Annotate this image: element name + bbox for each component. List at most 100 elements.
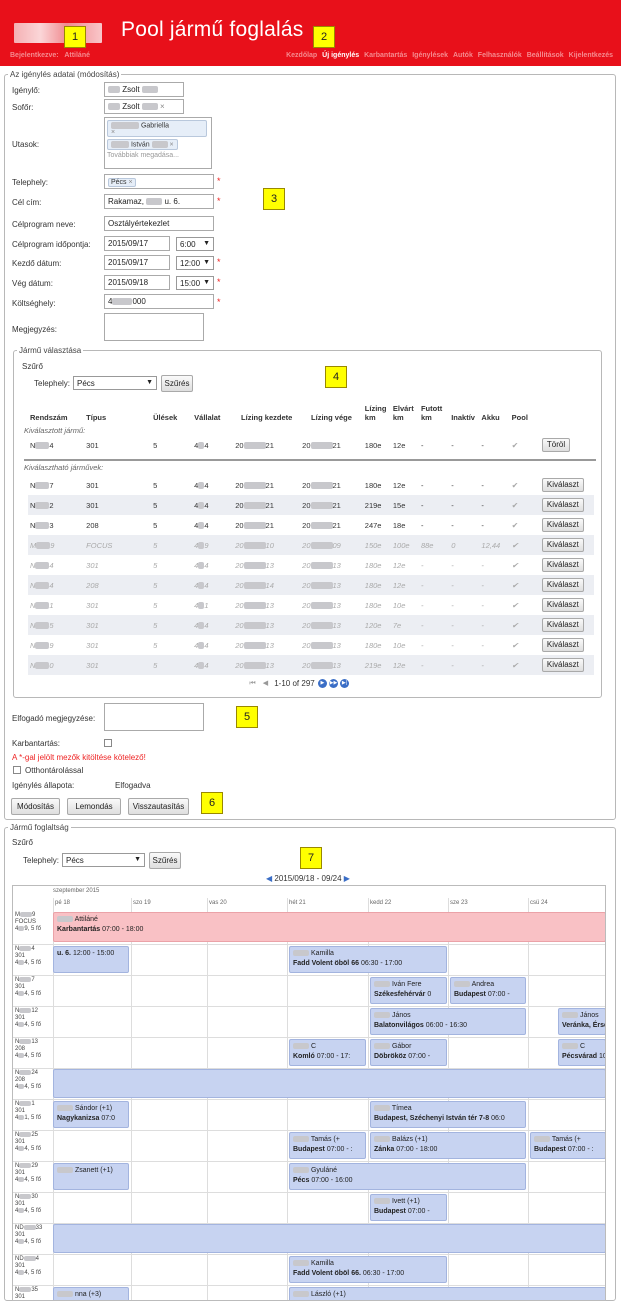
- home-storage-checkbox[interactable]: [13, 766, 21, 774]
- booking-event[interactable]: Attiláné Karbantartás 07:00 - 18:00: [53, 912, 605, 942]
- select-vehicle-button[interactable]: Kiválaszt: [541, 558, 584, 572]
- redacted: [310, 582, 333, 590]
- next-week-icon[interactable]: ▶: [343, 874, 350, 883]
- redacted: [293, 950, 309, 957]
- booking-event[interactable]: nna (+3): [53, 1287, 129, 1300]
- booking-event[interactable]: u. 6. 12:00 - 15:00: [53, 946, 129, 973]
- lease-start-suffix: 13: [265, 600, 274, 610]
- prev-week-icon[interactable]: ◀: [266, 874, 273, 883]
- booking-event[interactable]: János Veránka, Érsekcsa: [558, 1008, 605, 1035]
- remove-icon[interactable]: ×: [128, 179, 133, 186]
- booking-event[interactable]: Tamás (+ Budapest 07:00 - :: [530, 1132, 605, 1159]
- nav-settings[interactable]: Beállítások: [526, 52, 564, 59]
- select-vehicle-button[interactable]: Kiválaszt: [541, 578, 584, 592]
- lease-km: 150e: [364, 540, 382, 550]
- booking-event[interactable]: Iván Fere Székesfehérvár 0: [370, 977, 447, 1004]
- requester-field[interactable]: Zsolt: [104, 82, 184, 97]
- nav-new-request[interactable]: Új igénylés: [322, 52, 360, 59]
- note-textarea[interactable]: [104, 313, 204, 341]
- booking-event[interactable]: C Pécsvárad 10:00 -: [558, 1039, 605, 1066]
- nav-cars[interactable]: Autók: [453, 52, 473, 59]
- start-date-field[interactable]: 2015/09/17: [104, 255, 170, 270]
- selected-heading: Kiválasztott jármű:: [24, 426, 86, 435]
- vehicle-cell: 20 21: [233, 495, 301, 515]
- booking-event[interactable]: János Balatonvilágos 06:00 - 16:30: [370, 1008, 526, 1035]
- row-company: 4: [15, 1270, 19, 1277]
- modify-button[interactable]: Módosítás: [11, 798, 60, 815]
- program-field[interactable]: Osztályértekezlet: [104, 216, 214, 231]
- maintenance-checkbox[interactable]: [104, 739, 112, 747]
- select-vehicle-button[interactable]: Kiválaszt: [541, 518, 584, 532]
- remove-icon[interactable]: ×: [160, 102, 165, 111]
- select-vehicle-button[interactable]: Kiválaszt: [541, 658, 584, 672]
- booking-event[interactable]: Gábor Döbrököz 07:00 -: [370, 1039, 447, 1066]
- booking-event[interactable]: Zsanett (+1): [53, 1163, 129, 1190]
- booking-event[interactable]: C Komló 07:00 - 17:: [289, 1039, 366, 1066]
- remove-icon[interactable]: ×: [111, 129, 116, 137]
- vehicle-cell: -: [418, 575, 450, 595]
- company-suffix: 4: [204, 560, 209, 570]
- program-date-field[interactable]: 2015/09/17: [104, 236, 170, 251]
- booking-event[interactable]: Balázs (+1) Zánka 07:00 - 18:00: [370, 1132, 526, 1159]
- vehicle-site-select[interactable]: Pécs ▼: [73, 376, 157, 390]
- next-page-icon[interactable]: ▶: [317, 679, 327, 689]
- plate-suffix: 2: [49, 500, 54, 510]
- inactive: 0: [451, 540, 456, 550]
- occupancy-site-select[interactable]: Pécs ▼: [62, 853, 145, 867]
- booking-event[interactable]: Tímea Budapest, Széchenyi István tér 7-8 …: [370, 1101, 526, 1128]
- select-vehicle-button[interactable]: Töröl: [541, 438, 571, 452]
- vehicle-cell: ✔: [510, 435, 540, 455]
- end-time-select[interactable]: 15:00 ▼: [176, 276, 214, 290]
- nav-requests[interactable]: Igénylések: [412, 52, 449, 59]
- select-vehicle-button[interactable]: Kiválaszt: [541, 598, 584, 612]
- nav-users[interactable]: Felhasználók: [477, 52, 522, 59]
- vehicle-cell: 301: [84, 595, 151, 615]
- vehicle-cell: -: [479, 615, 510, 635]
- battery: -: [481, 440, 484, 450]
- select-vehicle-button[interactable]: Kiválaszt: [541, 498, 584, 512]
- reject-button[interactable]: Visszautasítás: [128, 798, 189, 815]
- dest-field[interactable]: Rakamaz, u. 6.: [104, 194, 214, 209]
- select-vehicle-button[interactable]: Kiválaszt: [541, 618, 584, 632]
- expected-km: 12e: [392, 660, 406, 670]
- booking-event[interactable]: Tamás (+ Budapest 07:00 - :: [289, 1132, 366, 1159]
- driver-field[interactable]: Zsolt ×: [104, 99, 184, 114]
- select-vehicle-button[interactable]: Kiválaszt: [541, 638, 584, 652]
- booking-event[interactable]: Sándor (+1) Nagykanizsa 07:0: [53, 1101, 129, 1128]
- battery: -: [481, 600, 484, 610]
- booking-event[interactable]: László (+1): [289, 1287, 605, 1300]
- program-time-select[interactable]: 6:00 ▼: [176, 237, 214, 251]
- full-booking-bar[interactable]: [53, 1224, 605, 1253]
- booking-event[interactable]: Kamilla Fadd Volent öböl 66. 06:30 - 17:0…: [289, 1256, 447, 1283]
- passengers-field[interactable]: Gabriella × István × Továbbiak megadása.…: [104, 117, 212, 169]
- first-page-icon[interactable]: ⏮: [249, 680, 256, 688]
- fast-forward-icon[interactable]: ▶▶: [328, 679, 338, 689]
- nav-logout[interactable]: Kijelentkezés: [568, 52, 613, 59]
- plate-prefix: N: [30, 520, 36, 530]
- booking-event[interactable]: Kamilla Fadd Volent öböl 66 06:30 - 17:00: [289, 946, 447, 973]
- prev-page-icon[interactable]: ◀: [262, 680, 269, 688]
- occupancy-site-value: Pécs: [66, 856, 84, 865]
- plate-suffix: 7: [49, 480, 54, 490]
- nav-home[interactable]: Kezdőlap: [286, 52, 318, 59]
- col-inactive: Inaktív: [451, 413, 475, 422]
- booking-event[interactable]: Gyuláné Pécs 07:00 - 16:00: [289, 1163, 526, 1190]
- approver-note-textarea[interactable]: [104, 703, 204, 731]
- start-time-select[interactable]: 12:00 ▼: [176, 256, 214, 270]
- vehicle-filter-button[interactable]: Szűrés: [161, 375, 193, 392]
- select-vehicle-button[interactable]: Kiválaszt: [541, 478, 584, 492]
- nav-maintenance[interactable]: Karbantartás: [364, 52, 408, 59]
- cancel-request-button[interactable]: Lemondás: [67, 798, 121, 815]
- select-vehicle-button[interactable]: Kiválaszt: [541, 538, 584, 552]
- booking-event[interactable]: Ivett (+1) Budapest 07:00 -: [370, 1194, 447, 1221]
- last-page-icon[interactable]: ▶|: [339, 679, 349, 689]
- occupancy-filter-button[interactable]: Szűrés: [149, 852, 181, 869]
- lease-end-prefix: 20: [302, 480, 311, 490]
- end-date-field[interactable]: 2015/09/18: [104, 275, 170, 290]
- cost-field[interactable]: 4 000: [104, 294, 214, 309]
- full-booking-bar[interactable]: [53, 1069, 605, 1098]
- booking-requester: László (+1): [310, 1291, 346, 1298]
- site-field[interactable]: Pécs ×: [104, 174, 214, 189]
- booking-event[interactable]: Andrea Budapest 07:00 -: [450, 977, 526, 1004]
- remove-icon[interactable]: ×: [169, 141, 174, 149]
